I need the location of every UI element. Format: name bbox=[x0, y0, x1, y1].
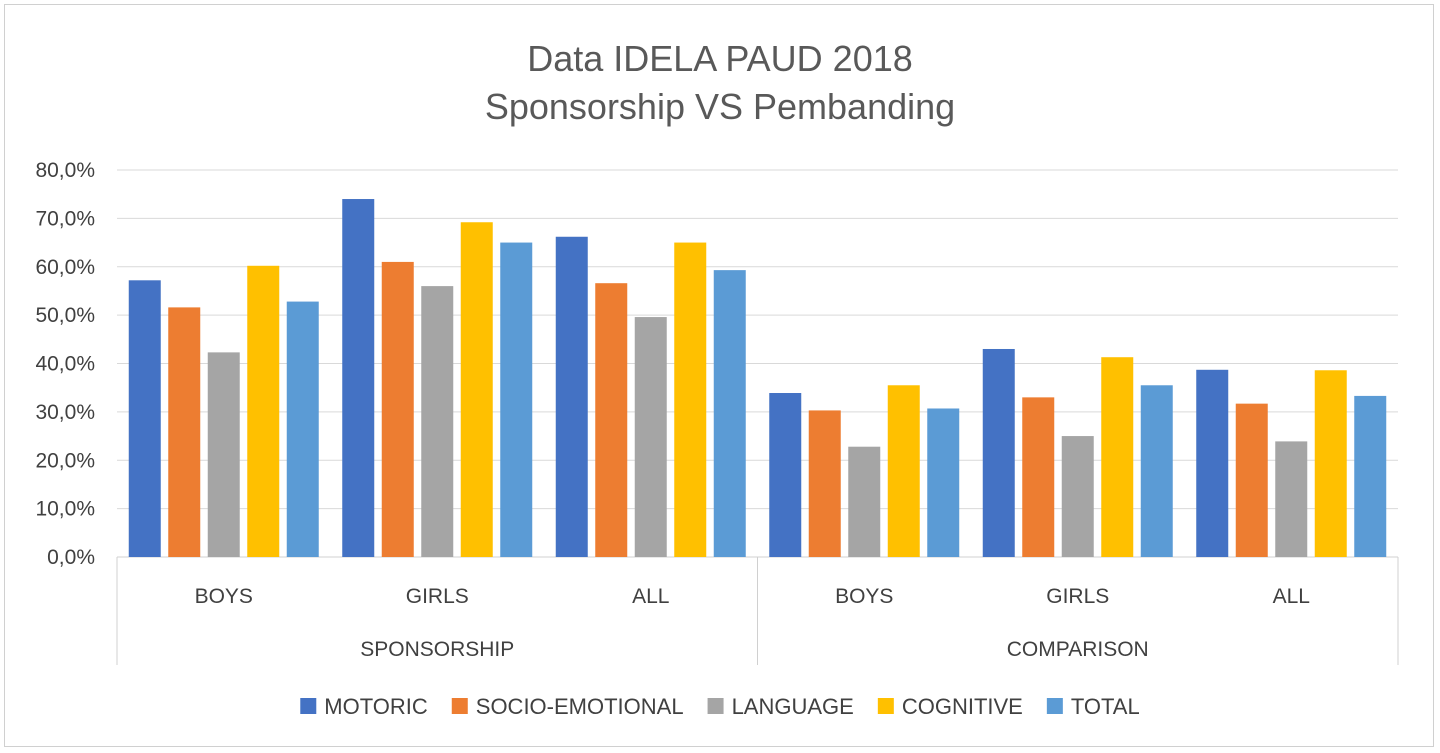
bar-cognitive-sponsorship-boys bbox=[247, 265, 280, 557]
bar-motoric-comparison-girls bbox=[982, 348, 1015, 557]
legend-swatch-socio-emotional bbox=[451, 698, 468, 714]
y-tick-label: 20,0% bbox=[35, 449, 95, 472]
legend-swatch-language bbox=[707, 698, 724, 714]
category-label: BOYS bbox=[835, 585, 893, 608]
legend-swatch-total bbox=[1046, 698, 1063, 714]
bar-language-sponsorship-all bbox=[634, 317, 667, 557]
bar-cognitive-comparison-girls bbox=[1101, 357, 1134, 557]
legend-label: MOTORIC bbox=[324, 694, 428, 719]
category-label: ALL bbox=[632, 585, 669, 608]
bar-socio-emotional-sponsorship-boys bbox=[168, 307, 201, 557]
bar-motoric-sponsorship-girls bbox=[342, 199, 375, 557]
category-label: GIRLS bbox=[406, 585, 469, 608]
chart-svg: Data IDELA PAUD 2018 Sponsorship VS Pemb… bbox=[35, 38, 1399, 719]
legend-swatch-cognitive bbox=[877, 698, 894, 714]
bar-total-sponsorship-all bbox=[713, 270, 746, 557]
y-tick-label: 30,0% bbox=[35, 401, 95, 424]
chart-title: Data IDELA PAUD 2018 Sponsorship VS Pemb… bbox=[485, 38, 955, 127]
legend-label: COGNITIVE bbox=[902, 694, 1023, 719]
y-tick-label: 0,0% bbox=[47, 546, 95, 569]
y-tick-label: 70,0% bbox=[35, 207, 95, 230]
bar-language-sponsorship-boys bbox=[207, 352, 240, 557]
legend-label: SOCIO-EMOTIONAL bbox=[476, 694, 684, 719]
bar-socio-emotional-sponsorship-all bbox=[595, 283, 628, 557]
bar-cognitive-comparison-boys bbox=[887, 385, 920, 557]
y-tick-label: 60,0% bbox=[35, 256, 95, 279]
bar-motoric-sponsorship-boys bbox=[128, 280, 161, 557]
category-label: GIRLS bbox=[1046, 585, 1109, 608]
gridlines bbox=[117, 169, 1398, 558]
y-axis-tick-labels: 0,0% 10,0% 20,0% 30,0% 40,0% 50,0% 60,0% 70,0% 8… bbox=[35, 159, 95, 569]
bar-motoric-comparison-all bbox=[1196, 369, 1229, 557]
bar-cognitive-sponsorship-all bbox=[674, 242, 707, 557]
category-label: BOYS bbox=[195, 585, 253, 608]
bar-language-sponsorship-girls bbox=[421, 286, 454, 557]
bar-motoric-comparison-boys bbox=[769, 393, 802, 557]
legend-label: LANGUAGE bbox=[732, 694, 854, 719]
bar-total-sponsorship-boys bbox=[286, 301, 319, 557]
bar-cognitive-comparison-all bbox=[1314, 370, 1347, 557]
y-tick-label: 50,0% bbox=[35, 304, 95, 327]
bar-language-comparison-girls bbox=[1061, 436, 1094, 557]
y-tick-label: 40,0% bbox=[35, 353, 95, 376]
bar-motoric-sponsorship-all bbox=[555, 236, 588, 557]
bar-socio-emotional-sponsorship-girls bbox=[381, 261, 414, 557]
bar-total-comparison-girls bbox=[1140, 385, 1173, 557]
y-tick-label: 10,0% bbox=[35, 498, 95, 521]
bar-total-sponsorship-girls bbox=[500, 242, 533, 557]
bar-total-comparison-boys bbox=[927, 408, 960, 557]
bar-language-comparison-all bbox=[1275, 441, 1308, 557]
bar-socio-emotional-comparison-girls bbox=[1022, 397, 1055, 557]
legend: MOTORIC SOCIO-EMOTIONAL LANGUAGE COGNITIVE T… bbox=[300, 694, 1140, 719]
category-label: ALL bbox=[1273, 585, 1310, 608]
group-label: COMPARISON bbox=[1007, 638, 1149, 661]
group-label: SPONSORSHIP bbox=[360, 638, 514, 661]
chart-title-line-2: Sponsorship VS Pembanding bbox=[485, 86, 955, 127]
legend-swatch-motoric bbox=[300, 698, 317, 714]
bar-socio-emotional-comparison-all bbox=[1235, 403, 1268, 557]
bar-cognitive-sponsorship-girls bbox=[460, 222, 493, 557]
bars bbox=[128, 199, 1387, 557]
bar-socio-emotional-comparison-boys bbox=[808, 410, 841, 557]
chart-frame: Data IDELA PAUD 2018 Sponsorship VS Pemb… bbox=[4, 4, 1434, 747]
bar-language-comparison-boys bbox=[848, 446, 881, 557]
category-axis: BOYS GIRLS ALL SPONSORSHIP BOYS GIRLS ALL COMPA… bbox=[116, 557, 1399, 665]
y-tick-label: 80,0% bbox=[35, 159, 95, 182]
legend-label: TOTAL bbox=[1071, 694, 1140, 719]
bar-total-comparison-all bbox=[1354, 395, 1387, 557]
chart-title-line-1: Data IDELA PAUD 2018 bbox=[527, 38, 913, 79]
